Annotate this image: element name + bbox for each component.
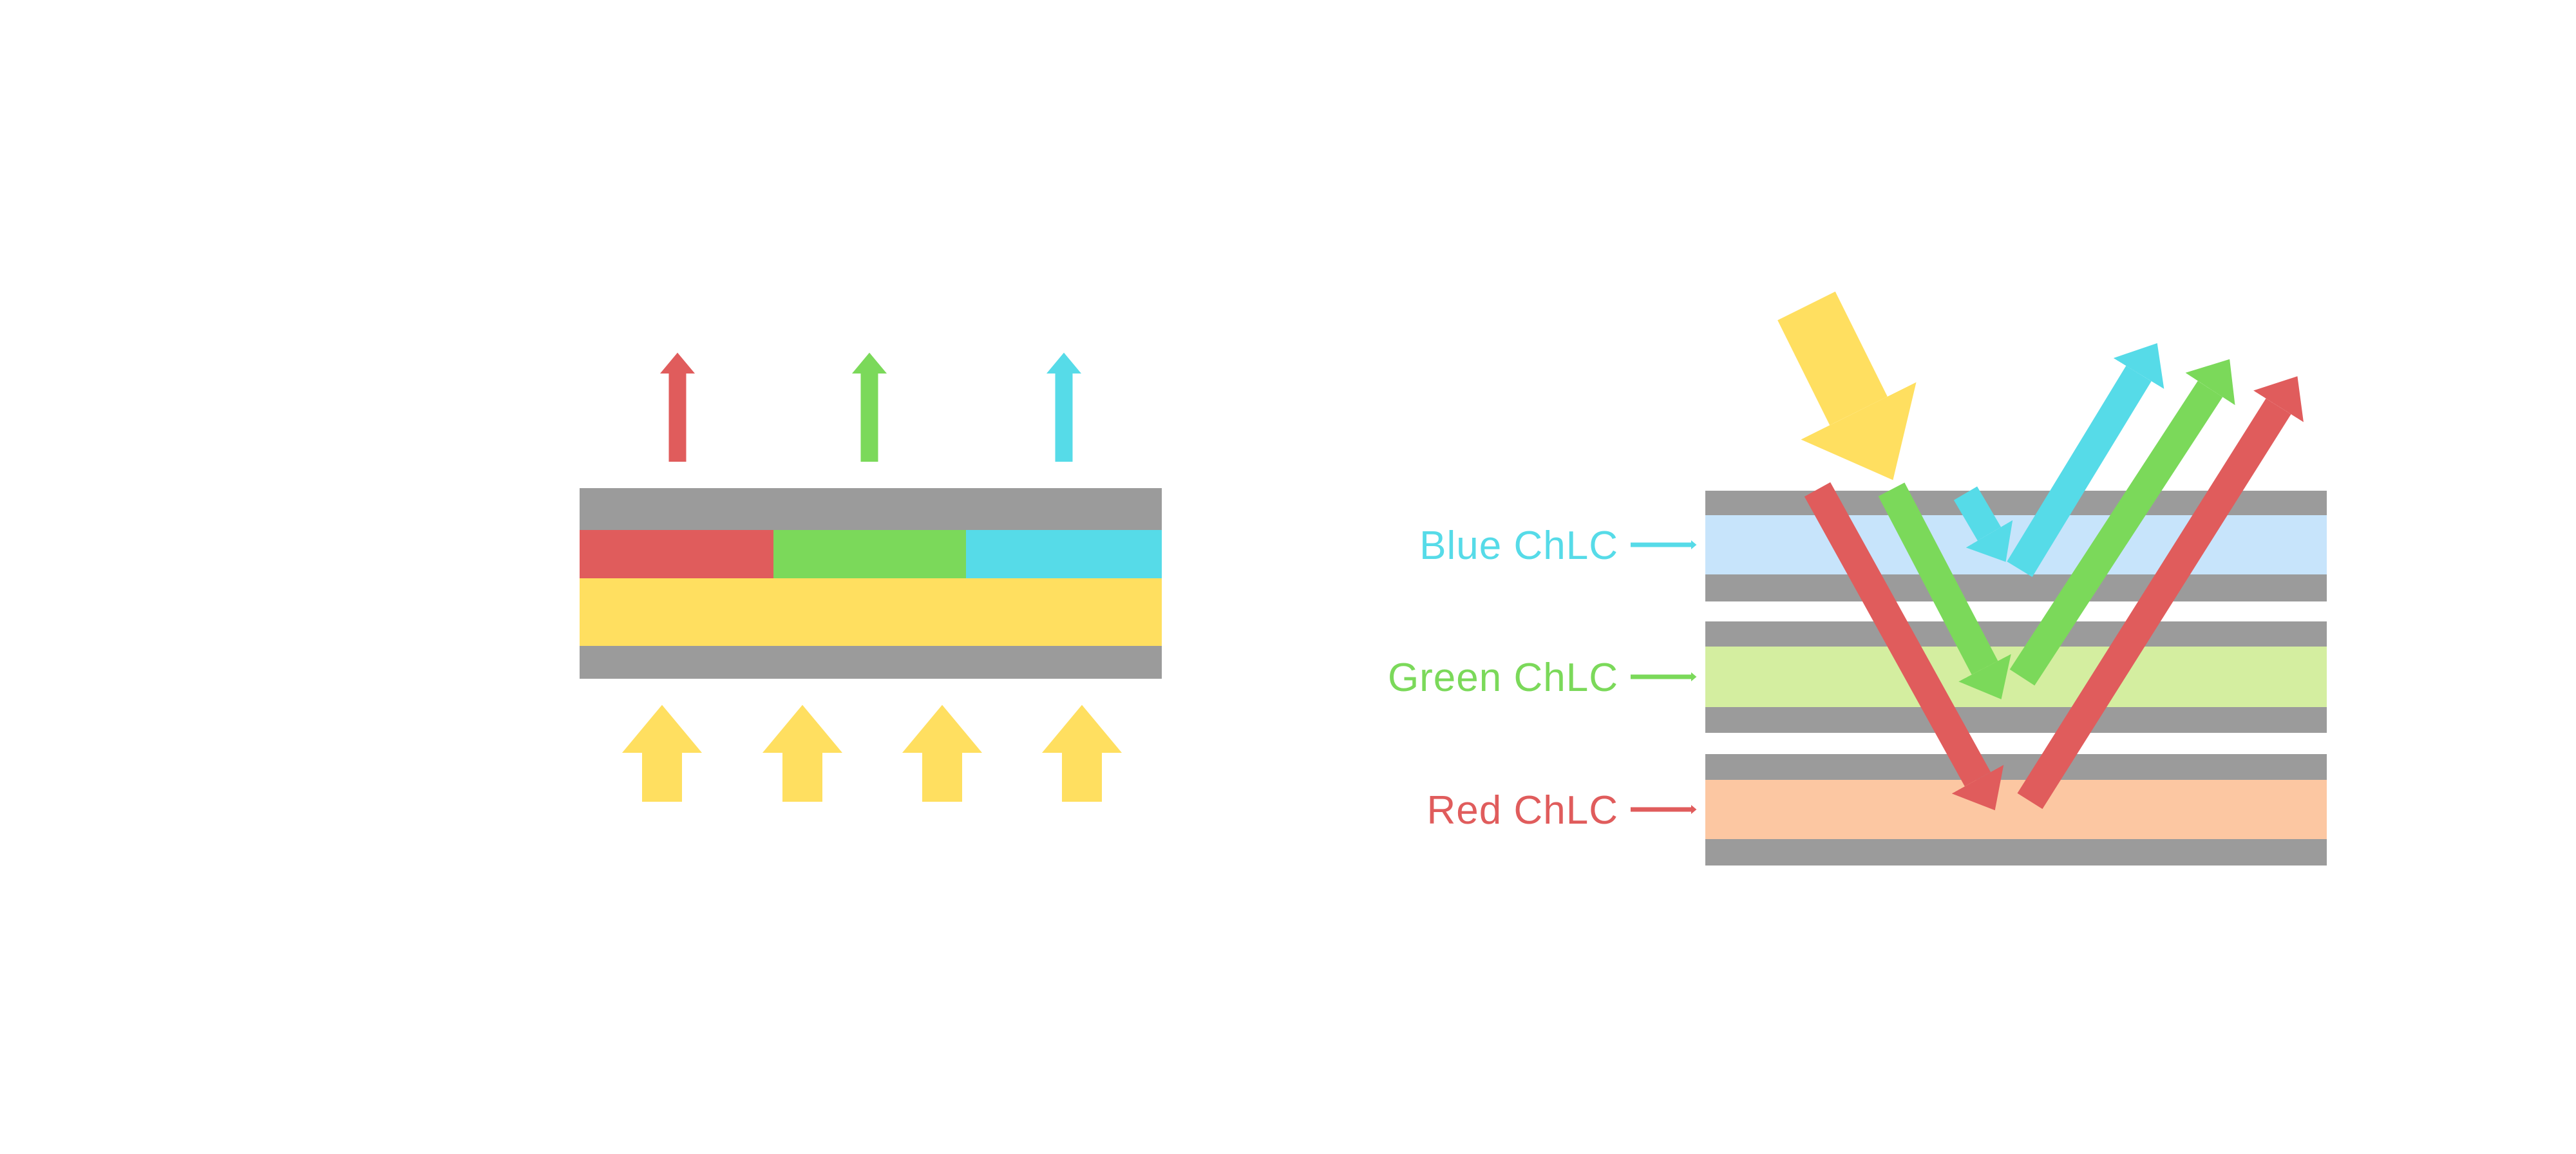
glass-bar-5 (1705, 754, 2327, 780)
green-chlc-layer (1705, 647, 2327, 707)
glass-bar-6 (1705, 839, 2327, 866)
top-substrate-bar (580, 488, 1162, 530)
glass-bar-3 (1705, 621, 2327, 647)
green-ray-up-arrow-icon (2009, 359, 2235, 686)
red-ray-up-arrow-icon (2017, 376, 2304, 809)
cyan-ray-up-arrow-icon (2007, 343, 2164, 577)
backlit-stack-diagram (580, 352, 1162, 802)
green-ray-down-arrow-icon (1878, 482, 2011, 699)
cyan-ray-down-arrow-icon (1953, 486, 2013, 562)
red-filter-segment (580, 530, 773, 578)
glass-bar-2 (1705, 574, 2327, 601)
bottom-substrate-bar (580, 646, 1162, 679)
blue-chlc-label: Blue ChLC (1419, 524, 1618, 568)
red-chlc-label: Red ChLC (1427, 788, 1618, 833)
red-ray-down-arrow-icon (1804, 482, 2004, 811)
green-filter-segment (773, 530, 966, 578)
cyan-filter-segment (966, 530, 1162, 578)
red-chlc-layer (1705, 780, 2327, 839)
reflective-chlc-stack-diagram: Blue ChLC Green ChLC Red ChLC (1388, 291, 2327, 866)
backlight-layer (580, 578, 1162, 646)
green-chlc-label: Green ChLC (1388, 656, 1618, 700)
incident-light-arrow-icon (1777, 291, 1917, 480)
glass-bar-4 (1705, 707, 2327, 733)
